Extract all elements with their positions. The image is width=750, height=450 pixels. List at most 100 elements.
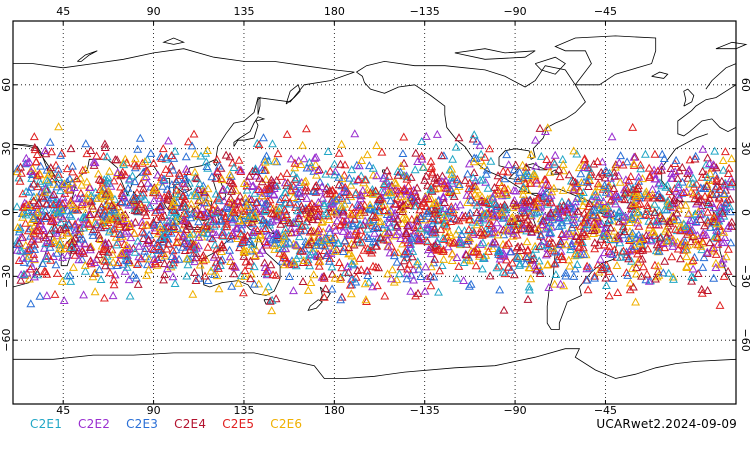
observation-marker (73, 205, 83, 214)
observation-marker (651, 274, 660, 283)
observation-marker (275, 203, 285, 212)
observation-marker (108, 214, 118, 223)
observation-marker (683, 240, 692, 249)
observation-marker (136, 179, 146, 188)
observation-marker (140, 157, 150, 166)
observation-marker (290, 163, 300, 172)
observation-marker (306, 234, 316, 243)
observation-marker (402, 174, 412, 183)
observation-marker (521, 162, 531, 171)
observation-marker (246, 274, 255, 283)
observation-marker (526, 211, 536, 220)
observation-marker (74, 238, 84, 247)
observation-marker (56, 218, 66, 227)
observation-marker (664, 216, 674, 225)
observation-marker (399, 132, 409, 141)
observation-marker (592, 192, 602, 201)
observation-marker (153, 170, 163, 179)
observation-marker (498, 166, 508, 175)
observation-marker (604, 209, 614, 218)
observation-marker (104, 214, 114, 223)
observation-marker (596, 254, 605, 263)
observation-marker (29, 249, 39, 258)
observation-marker (313, 212, 323, 220)
observation-marker (134, 241, 144, 250)
observation-marker (125, 220, 135, 229)
observation-marker (181, 224, 191, 233)
observation-marker (178, 191, 188, 200)
observation-marker (251, 250, 260, 259)
observation-marker (302, 193, 312, 202)
observation-marker (67, 235, 77, 244)
observation-marker (634, 176, 644, 185)
observation-marker (192, 174, 202, 183)
observation-marker (242, 181, 252, 190)
observation-marker (531, 203, 541, 212)
observation-marker (540, 191, 550, 200)
observation-marker (461, 250, 471, 259)
observation-marker (311, 187, 321, 196)
observation-marker (490, 198, 499, 207)
observation-marker (650, 260, 660, 269)
observation-marker (55, 224, 65, 233)
observation-marker (645, 172, 655, 181)
coast-philippines (213, 173, 227, 201)
observation-marker (710, 183, 720, 192)
observation-marker (590, 244, 600, 253)
observation-marker (627, 212, 637, 221)
observation-marker (82, 193, 92, 202)
observation-marker (653, 267, 663, 276)
observation-marker (340, 217, 350, 226)
observation-marker (194, 232, 204, 241)
observation-marker (397, 218, 407, 227)
observation-marker (167, 251, 177, 260)
observation-marker (619, 227, 629, 236)
observation-marker (212, 244, 221, 253)
observation-marker (315, 177, 325, 186)
observation-marker (110, 213, 120, 222)
observation-marker (46, 163, 56, 172)
observation-marker (126, 233, 136, 242)
observation-marker (660, 256, 670, 265)
observation-marker (90, 257, 100, 266)
observation-marker (280, 205, 289, 214)
observation-marker (294, 156, 304, 165)
observation-marker (513, 174, 523, 183)
observation-marker (120, 266, 130, 275)
observation-marker (30, 272, 39, 281)
observation-marker (719, 227, 729, 236)
observation-marker (364, 204, 374, 213)
observation-marker (239, 245, 249, 254)
observation-marker (105, 191, 115, 200)
observation-marker (476, 224, 486, 233)
observation-marker (325, 186, 335, 195)
observation-marker (459, 213, 468, 222)
observation-marker (236, 229, 246, 238)
observation-marker (685, 215, 695, 224)
observation-marker (219, 184, 229, 193)
observation-marker (523, 215, 533, 224)
observation-marker (526, 178, 536, 187)
observation-marker (629, 152, 639, 161)
observation-marker (616, 151, 626, 160)
observation-marker (57, 276, 67, 285)
observation-marker (261, 174, 271, 183)
observation-marker (582, 264, 592, 273)
observation-marker (50, 223, 60, 232)
observation-marker (615, 177, 625, 186)
observation-marker (130, 217, 140, 226)
observation-marker (711, 262, 721, 271)
observation-marker (78, 234, 88, 243)
observation-marker (235, 243, 245, 252)
observation-marker (14, 255, 24, 264)
observation-marker (100, 256, 110, 265)
observation-marker (476, 149, 486, 158)
observation-marker (195, 260, 205, 269)
observation-marker (493, 189, 503, 198)
observation-marker (306, 277, 316, 286)
observation-marker (14, 173, 24, 182)
observation-marker (155, 223, 165, 231)
observation-marker (439, 218, 449, 227)
observation-marker (415, 235, 425, 244)
observation-marker (117, 170, 127, 179)
